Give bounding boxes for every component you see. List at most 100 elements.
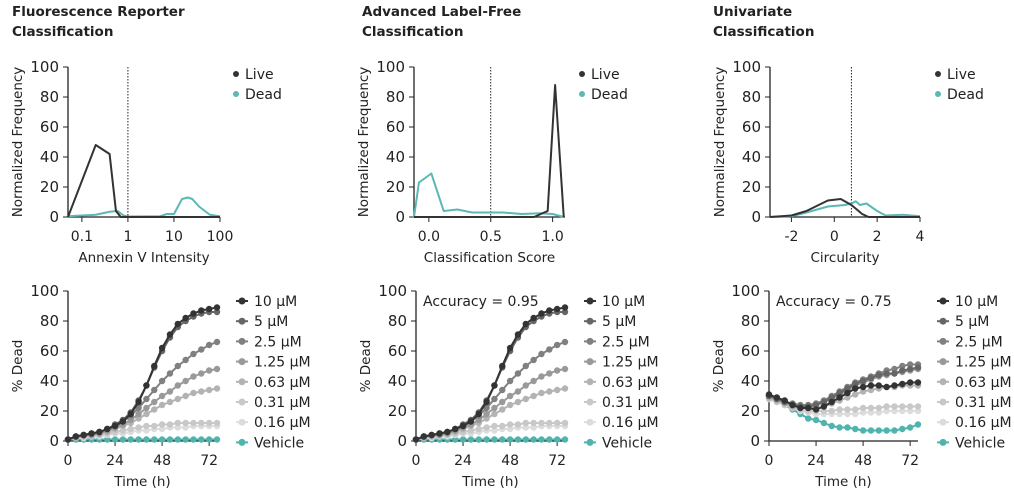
legend-label: 0.16 µM (602, 415, 659, 431)
y-tick-label: 0 (751, 208, 761, 226)
data-point (530, 419, 537, 427)
y-tick-label: 20 (742, 178, 761, 196)
data-point (852, 406, 859, 413)
data-point (143, 395, 150, 403)
y-tick-label: 60 (40, 118, 59, 136)
data-point (906, 361, 914, 368)
x-tick-label: 24 (807, 453, 825, 469)
data-point (158, 436, 166, 443)
data-point (522, 395, 529, 403)
data-point (836, 394, 843, 401)
data-point (553, 341, 561, 349)
data-point (914, 421, 922, 428)
data-point (420, 433, 428, 440)
data-point (205, 419, 213, 427)
x-axis-label: Time (h) (461, 474, 518, 490)
data-point (143, 404, 150, 412)
data-point (530, 424, 537, 431)
data-point (499, 422, 506, 430)
data-point (467, 436, 475, 443)
data-point (135, 398, 142, 406)
data-point (499, 406, 506, 413)
data-point (844, 424, 851, 431)
data-point (538, 310, 545, 317)
accuracy-annotation: Accuracy = 0.75 (776, 294, 892, 310)
legend-marker (238, 358, 246, 366)
data-point (514, 421, 522, 428)
data-point (538, 373, 545, 380)
data-point (119, 427, 127, 434)
data-point (852, 391, 859, 398)
series-line-live (67, 144, 220, 218)
data-point (119, 436, 127, 443)
data-point (906, 403, 914, 410)
data-point (765, 391, 773, 398)
legend-label-dead: Dead (947, 87, 984, 103)
legend-label: 1.25 µM (955, 355, 1012, 371)
data-point (491, 427, 498, 434)
data-point (867, 382, 875, 389)
data-point (522, 362, 529, 370)
data-point (506, 344, 514, 352)
data-point (166, 398, 174, 406)
x-axis-label: Circularity (810, 250, 879, 266)
legend-marker (586, 438, 594, 446)
data-point (836, 424, 843, 431)
legend-marker (586, 317, 594, 325)
data-point (867, 386, 875, 394)
x-tick-label: 48 (153, 453, 171, 469)
y-tick-label: 100 (378, 282, 407, 300)
data-point (491, 436, 498, 443)
data-point (506, 392, 514, 400)
data-point (190, 419, 197, 427)
data-point (561, 365, 569, 373)
data-point (483, 398, 490, 406)
y-axis-label: Normalized Frequency (356, 67, 372, 218)
data-point (820, 407, 828, 415)
data-point (514, 436, 522, 443)
x-tick-label: 24 (106, 453, 124, 469)
data-point (891, 365, 898, 373)
y-tick-label: 80 (741, 312, 760, 330)
data-point (198, 419, 205, 427)
data-point (491, 382, 498, 389)
data-point (174, 382, 181, 389)
legend-label: 0.31 µM (254, 395, 311, 411)
data-point (546, 436, 553, 443)
y-tick-label: 80 (386, 88, 405, 106)
data-point (797, 404, 804, 412)
data-point (182, 356, 189, 364)
data-point (166, 421, 174, 428)
x-tick-label: 48 (501, 453, 519, 469)
legend-marker (586, 398, 594, 406)
x-tick-label: 0.1 (71, 229, 93, 245)
data-point (828, 422, 835, 430)
data-point (182, 424, 189, 431)
series-line-dead (67, 196, 221, 218)
data-point (104, 436, 111, 443)
data-point (899, 362, 906, 370)
y-tick-label: 40 (40, 148, 59, 166)
y-tick-label: 80 (742, 88, 761, 106)
legend-marker (935, 71, 941, 77)
data-point (530, 356, 537, 364)
x-tick-label: 0 (64, 453, 73, 469)
legend-marker (238, 398, 246, 406)
data-point (859, 409, 867, 416)
data-point (475, 436, 482, 443)
data-point (174, 419, 181, 427)
data-point (182, 392, 189, 400)
data-point (158, 377, 166, 385)
data-point (820, 398, 828, 406)
data-point (859, 404, 867, 412)
data-point (553, 367, 561, 374)
legend-label: 5 µM (254, 314, 288, 330)
data-point (538, 436, 545, 443)
legend-marker (939, 418, 947, 426)
data-point (875, 371, 882, 379)
legend-marker (586, 337, 594, 345)
data-point (491, 422, 498, 430)
data-point (561, 436, 569, 443)
data-point (883, 407, 890, 415)
data-point (899, 403, 906, 410)
